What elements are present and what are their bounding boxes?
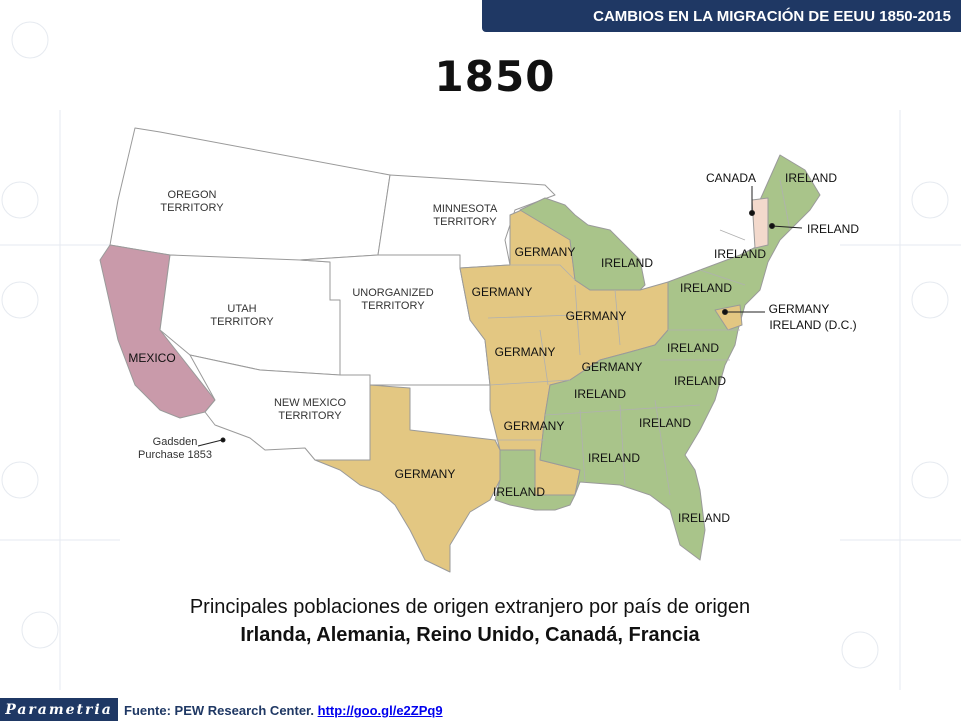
label-ireland-dc: IRELAND (D.C.) <box>769 318 856 332</box>
caption-line-1: Principales poblaciones de origen extran… <box>189 596 751 618</box>
label-ireland-louisiana: IRELAND <box>493 485 545 499</box>
region-new-mexico-territory <box>189 354 371 461</box>
source-link[interactable]: http://goo.gl/e2ZPq9 <box>317 703 443 718</box>
map-year: 1850 <box>434 52 556 101</box>
label-germany-missouri: GERMANY <box>495 345 556 359</box>
label-canada: CANADA <box>706 171 756 185</box>
label-ireland-virginia: IRELAND <box>667 341 719 355</box>
region-utah-territory <box>159 254 341 376</box>
label-ireland-pennsylvania: IRELAND <box>680 281 732 295</box>
label-mexico: MEXICO <box>128 351 175 365</box>
header-title: CAMBIOS EN LA MIGRACIÓN DE EEUU 1850-201… <box>593 7 951 25</box>
parametria-logo: Parametria <box>0 698 118 721</box>
label-ireland-north-carolina: IRELAND <box>674 374 726 388</box>
label-ireland-new-york: IRELAND <box>714 247 766 261</box>
leader-lines <box>197 186 803 447</box>
header-title-bar: CAMBIOS EN LA MIGRACIÓN DE EEUU 1850-201… <box>482 0 961 32</box>
label-ireland-florida: IRELAND <box>678 511 730 525</box>
region-oregon-territory <box>109 127 391 263</box>
label-germany-texas: GERMANY <box>395 467 456 481</box>
region-ireland-louisiana <box>494 449 576 511</box>
label-germany-arkansas: GERMANY <box>504 419 565 433</box>
label-germany-maryland: GERMANY <box>769 302 830 316</box>
label-oregon-territory: OREGON TERRITORY <box>160 189 224 214</box>
label-germany-wisconsin: GERMANY <box>515 245 576 259</box>
source-label: Fuente: PEW Research Center. <box>124 703 318 718</box>
region-ireland-great-lakes <box>519 197 646 291</box>
label-germany-ohio-indiana: GERMANY <box>566 309 627 323</box>
label-utah-territory: UTAH TERRITORY <box>210 303 274 328</box>
label-unorganized-territory: UNORGANIZED TERRITORY <box>352 287 433 312</box>
region-unorganized-territory <box>299 254 491 386</box>
region-canada-vermont <box>751 197 769 249</box>
label-ireland-maine: IRELAND <box>785 171 837 185</box>
label-ireland-tennessee: IRELAND <box>574 387 626 401</box>
label-germany-kentucky: GERMANY <box>582 360 643 374</box>
label-ireland-massachusetts: IRELAND <box>807 222 859 236</box>
caption-line-2: Irlanda, Alemania, Reino Unido, Canadá, … <box>240 624 700 646</box>
source-citation: Fuente: PEW Research Center. http://goo.… <box>124 703 443 718</box>
label-gadsden-purchase: Gadsden Purchase 1853 <box>138 436 212 461</box>
label-germany-iowa: GERMANY <box>472 285 533 299</box>
state-borders <box>487 179 791 496</box>
label-ireland-alabama: IRELAND <box>588 451 640 465</box>
region-germany-maryland <box>714 304 743 331</box>
label-ireland-michigan: IRELAND <box>601 256 653 270</box>
label-ireland-georgia: IRELAND <box>639 416 691 430</box>
label-minnesota-territory: MINNESOTA TERRITORY <box>433 203 498 228</box>
label-new-mexico-territory: NEW MEXICO TERRITORY <box>274 397 347 422</box>
